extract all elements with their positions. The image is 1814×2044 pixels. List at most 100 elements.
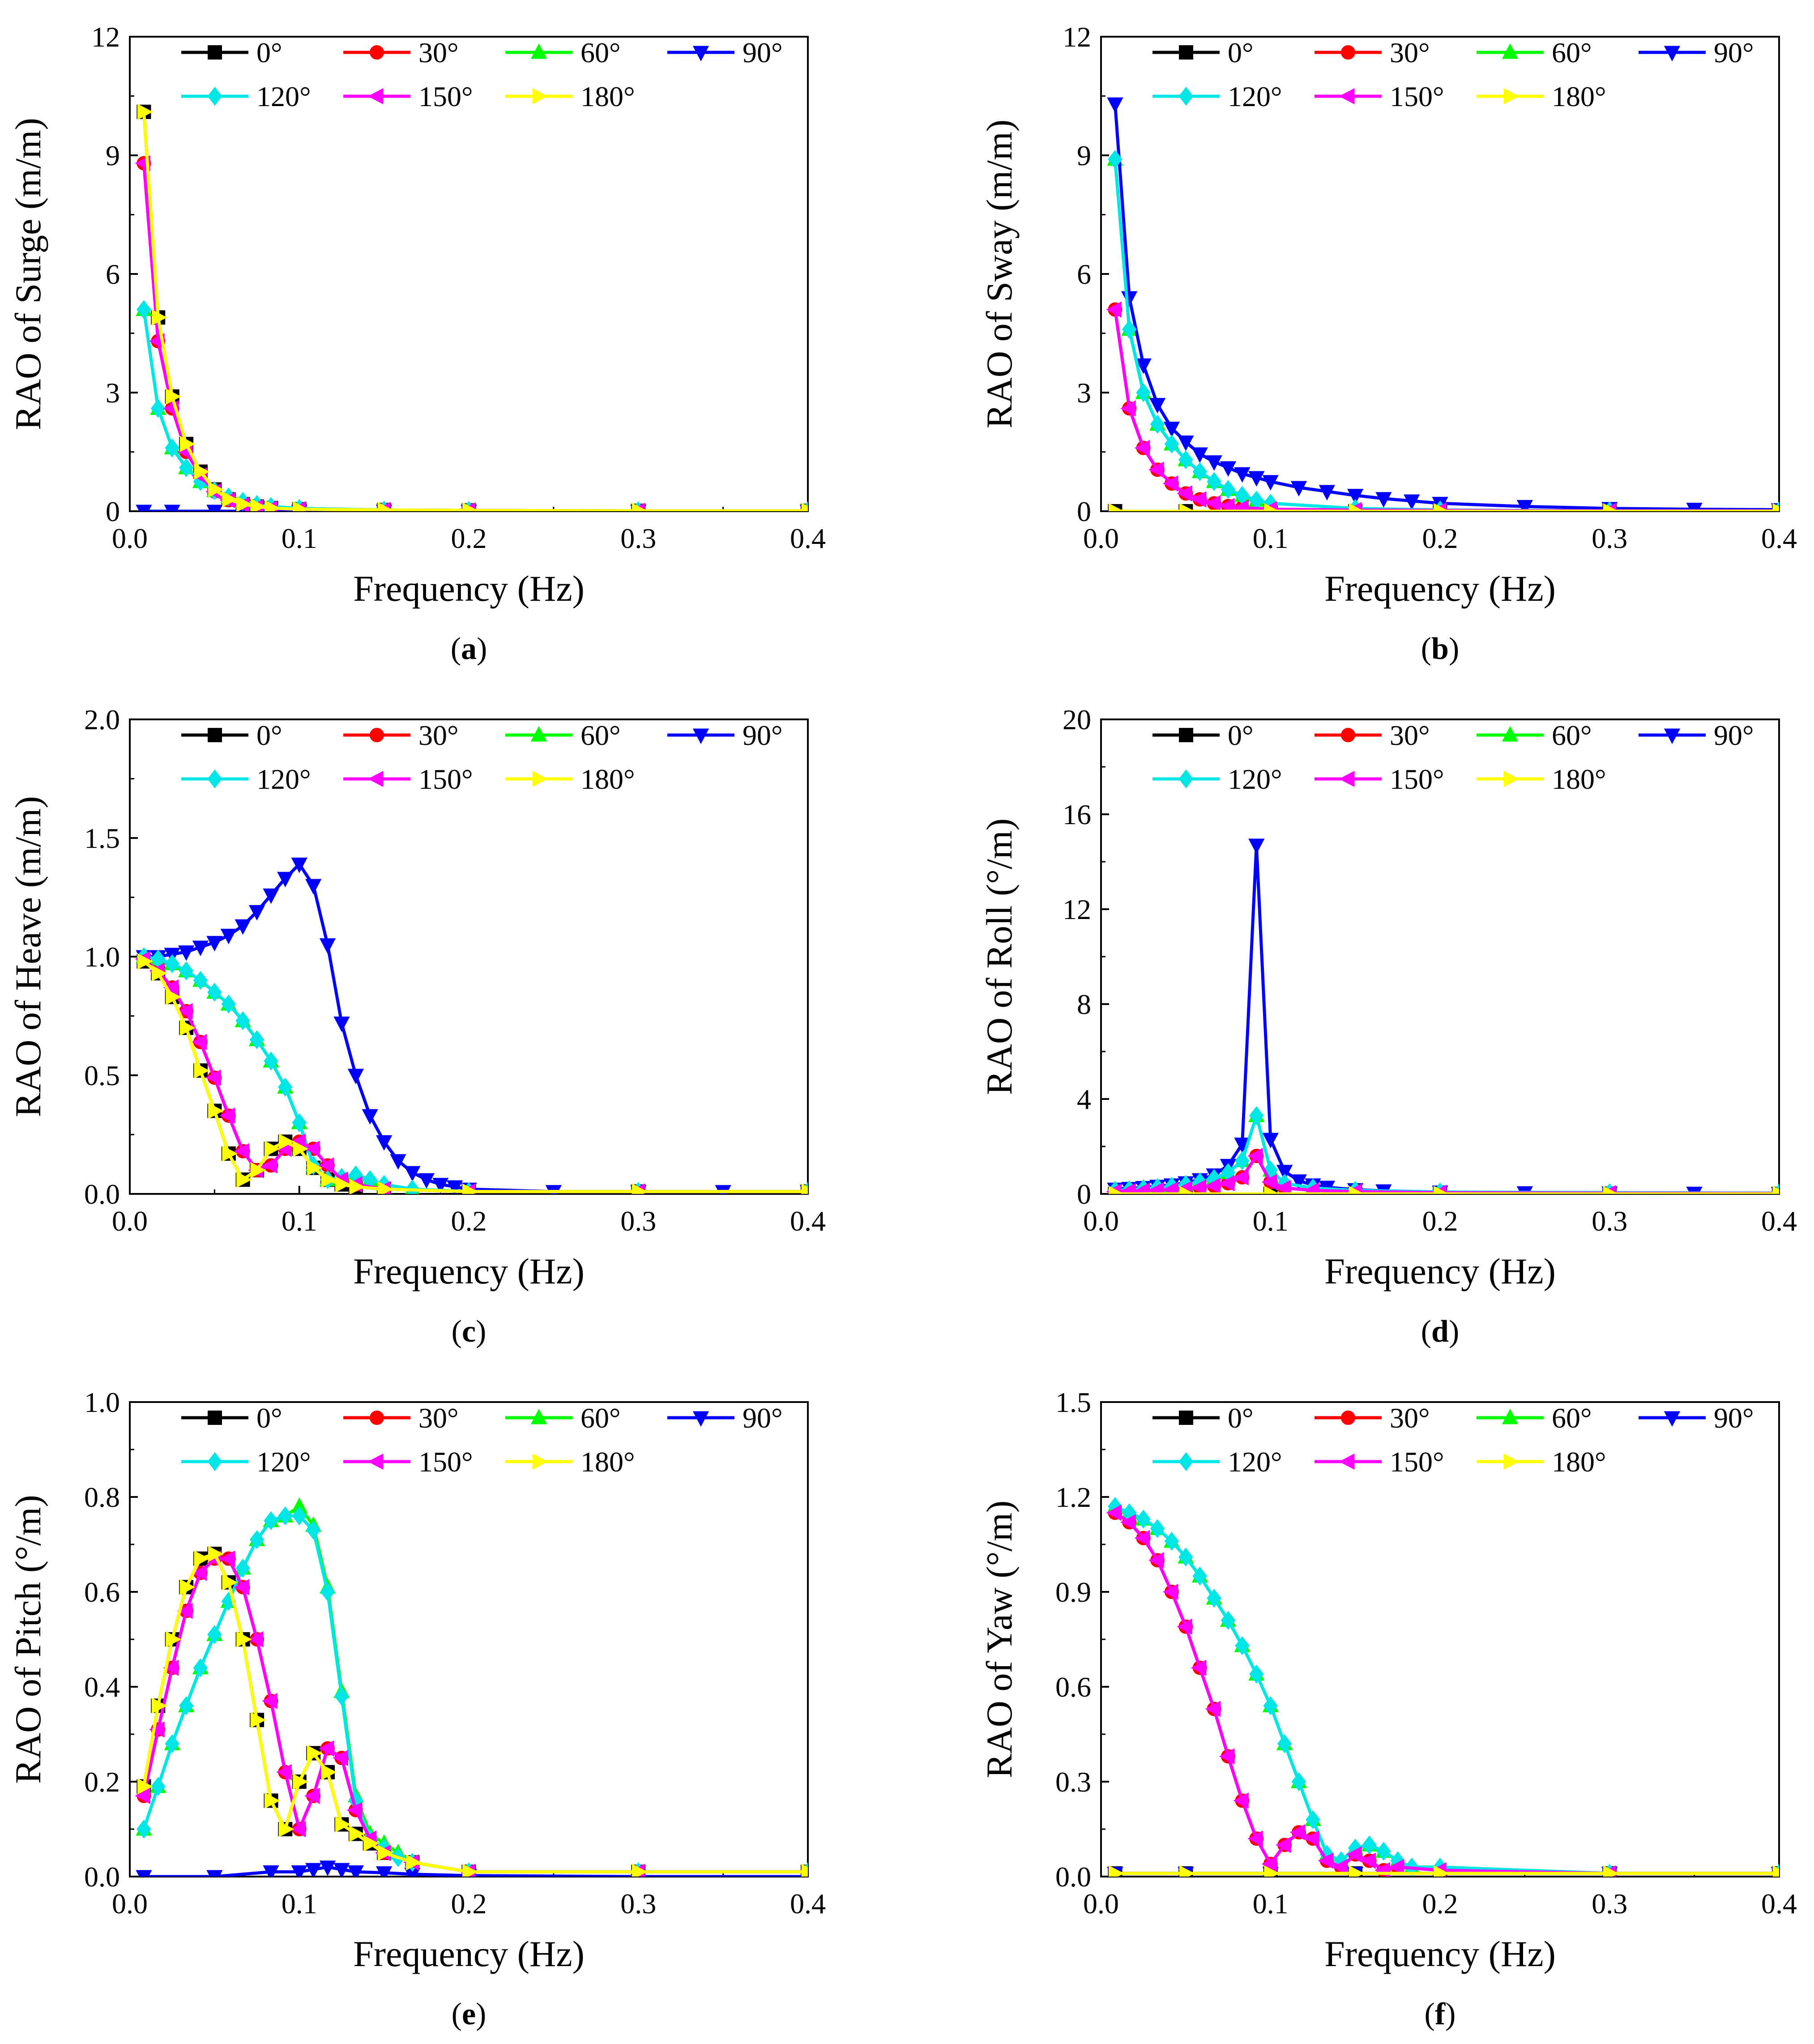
data-point-150deg (234, 1143, 250, 1159)
series-line-180deg (142, 111, 808, 511)
legend: 0° 30° 60° 90° 120° 150° 180° (181, 1402, 783, 1478)
series-line-30deg (142, 1557, 808, 1873)
data-point-90deg (305, 1863, 322, 1877)
x-tick-label: 0.1 (1253, 1888, 1289, 1920)
data-point-150deg (1120, 1514, 1136, 1531)
x-axis-label: Frequency (Hz) (353, 1251, 585, 1291)
legend-label: 30° (418, 1402, 459, 1434)
legend-marker (530, 43, 547, 59)
legend-label: 180° (1552, 763, 1606, 795)
data-point-90deg (1135, 358, 1152, 374)
data-point-180deg (1434, 1865, 1449, 1877)
y-tick-label: 12 (91, 21, 120, 53)
data-point-90deg (347, 1069, 364, 1085)
data-point-180deg (1108, 1185, 1124, 1194)
data-point-120deg (1150, 1519, 1165, 1538)
data-point-150deg (135, 1787, 150, 1804)
legend-marker (1502, 726, 1519, 742)
data-point-180deg (1434, 1185, 1449, 1194)
legend-marker (1664, 728, 1681, 744)
data-point-120deg (150, 1777, 166, 1796)
legend-marker (1502, 43, 1519, 59)
x-tick-label: 0.3 (1592, 1205, 1627, 1237)
data-point-90deg (390, 1154, 406, 1170)
chart-panel-f: 0.0 0.1 0.2 0.3 0.4 0.0 0.3 0.6 0.9 1.2 1.5 Frequen… (979, 1386, 1797, 2031)
data-point-90deg (235, 919, 251, 935)
data-point-150deg (1276, 1180, 1291, 1194)
data-point-90deg (206, 1870, 223, 1877)
data-point-180deg (151, 309, 167, 326)
data-point-120deg (235, 1011, 250, 1031)
data-point-150deg (1191, 1659, 1207, 1676)
data-point-120deg (1192, 462, 1208, 481)
legend-label: 60° (1552, 719, 1592, 751)
data-point-180deg (632, 502, 648, 511)
data-point-90deg (432, 1178, 449, 1193)
legend-marker (207, 769, 222, 789)
legend-marker (370, 1411, 384, 1425)
legend-label: 60° (1552, 37, 1592, 68)
data-point-120deg (1164, 434, 1179, 453)
data-point-150deg (262, 1693, 277, 1709)
x-tick-label: 0.1 (282, 522, 317, 554)
data-point-180deg (1349, 1185, 1365, 1194)
legend-label: 0° (1228, 1402, 1254, 1434)
legend-marker (532, 1453, 548, 1470)
data-point-120deg (207, 1625, 222, 1644)
data-point-120deg (1108, 150, 1123, 169)
data-point-180deg (236, 496, 252, 511)
panel-label: (b) (1421, 632, 1460, 666)
legend-label: 90° (743, 1402, 783, 1434)
data-point-150deg (248, 1631, 264, 1648)
y-tick-label: 20 (1063, 704, 1091, 735)
data-point-90deg (1149, 398, 1166, 414)
chart-panel-c: 0.0 0.1 0.2 0.3 0.4 0.0 0.5 1.0 1.5 2.0 Frequency … (8, 704, 826, 1349)
panel-label: (d) (1421, 1314, 1460, 1349)
data-point-90deg (305, 879, 322, 895)
data-point-150deg (1205, 1701, 1221, 1717)
data-point-90deg (263, 888, 279, 904)
data-point-150deg (191, 1034, 207, 1050)
data-point-120deg (1136, 383, 1151, 402)
series-line-150deg (142, 1557, 808, 1873)
legend-label: 0° (256, 719, 282, 751)
data-point-150deg (1304, 1830, 1319, 1847)
legend: 0° 30° 60° 90° 120° 150° 180° (181, 719, 783, 795)
data-point-150deg (219, 1107, 235, 1124)
legend-label: 150° (418, 1446, 473, 1478)
legend-label: 30° (418, 719, 459, 751)
data-point-180deg (293, 1773, 308, 1790)
x-tick-label: 0.3 (620, 1205, 656, 1237)
data-point-150deg (177, 1603, 193, 1619)
series-line-120deg (142, 309, 808, 511)
data-point-150deg (1276, 1837, 1291, 1853)
legend-marker (207, 86, 222, 106)
data-point-150deg (1134, 1530, 1150, 1547)
data-point-120deg (1164, 1531, 1179, 1551)
data-point-120deg (1221, 480, 1236, 499)
x-axis-label: Frequency (Hz) (353, 568, 585, 609)
data-point-180deg (264, 1141, 280, 1157)
legend-marker (692, 46, 709, 62)
series-line-120deg (143, 955, 808, 1193)
data-point-90deg (192, 941, 209, 956)
data-point-180deg (1179, 503, 1195, 511)
x-tick-label: 0.0 (1083, 1888, 1119, 1920)
data-point-180deg (278, 1821, 295, 1838)
legend-marker (532, 770, 548, 787)
legend-label: 60° (580, 1402, 621, 1434)
data-point-90deg (291, 1865, 307, 1877)
data-point-90deg (164, 505, 180, 511)
data-point-90deg (1206, 455, 1222, 471)
data-point-120deg (249, 1530, 265, 1549)
legend-label: 0° (1228, 719, 1254, 751)
legend-label: 180° (580, 81, 635, 112)
data-point-150deg (149, 1721, 165, 1738)
data-point-180deg (377, 1844, 393, 1861)
data-point-90deg (319, 938, 336, 954)
x-axis-label: Frequency (Hz) (1324, 568, 1556, 609)
series-line-120deg (1114, 1505, 1779, 1875)
y-axis-label: RAO of Sway (m/m) (979, 120, 1020, 428)
legend-marker (1178, 1452, 1194, 1471)
series-line-0deg (142, 1552, 808, 1873)
